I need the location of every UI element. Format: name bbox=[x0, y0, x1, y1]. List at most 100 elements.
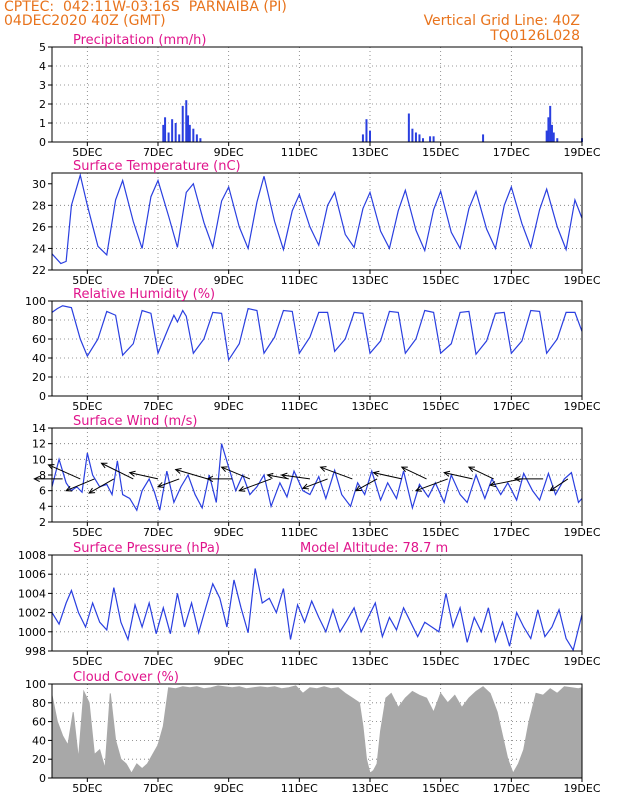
xtick-label: 11DEC bbox=[281, 782, 318, 795]
cloud-cover-area bbox=[51, 685, 583, 779]
ytick-label: 1002 bbox=[18, 607, 46, 620]
wind-arrow-head bbox=[100, 462, 108, 469]
wind-arrow-head bbox=[549, 485, 557, 492]
wind-arrow-head bbox=[88, 487, 96, 494]
wind-arrow bbox=[444, 472, 473, 480]
xtick-label: 5DEC bbox=[72, 146, 102, 159]
wind-arrow-head bbox=[443, 470, 451, 477]
ytick-label: 40 bbox=[32, 734, 46, 747]
ytick-label: 40 bbox=[32, 352, 46, 365]
precip-bar bbox=[411, 128, 414, 142]
wind-arrow-head bbox=[156, 482, 165, 488]
ytick-label: 0 bbox=[39, 390, 46, 403]
xtick-label: 7DEC bbox=[143, 146, 173, 159]
precip-bar bbox=[171, 119, 174, 142]
xtick-label: 19DEC bbox=[563, 274, 600, 287]
xtick-label: 9DEC bbox=[214, 782, 244, 795]
panel-title: Cloud Cover (%) bbox=[73, 670, 179, 685]
xtick-label: 7DEC bbox=[143, 400, 173, 413]
precip-bar bbox=[547, 117, 550, 142]
xtick-label: 17DEC bbox=[493, 146, 530, 159]
xtick-label: 19DEC bbox=[563, 655, 600, 668]
precip-bar bbox=[188, 124, 191, 142]
xtick-label: 11DEC bbox=[281, 146, 318, 159]
series-line bbox=[51, 305, 583, 362]
wind-arrow bbox=[549, 478, 569, 492]
wind-arrow bbox=[101, 462, 134, 480]
xtick-label: 9DEC bbox=[214, 400, 244, 413]
precip-bar bbox=[185, 100, 188, 142]
series-line bbox=[51, 568, 583, 652]
series-line bbox=[51, 172, 583, 265]
xtick-label: 13DEC bbox=[351, 400, 388, 413]
xtick-label: 7DEC bbox=[143, 274, 173, 287]
precip-bar bbox=[164, 117, 167, 142]
ytick-label: 4 bbox=[39, 60, 46, 73]
ytick-label: 60 bbox=[32, 333, 46, 346]
panel-title: Surface Temperature (nC) bbox=[73, 159, 241, 174]
precip-bar bbox=[549, 105, 552, 142]
precip-bar bbox=[482, 134, 485, 142]
xtick-label: 5DEC bbox=[72, 782, 102, 795]
wind-arrow-head bbox=[280, 472, 288, 479]
precip-bar bbox=[365, 119, 368, 142]
xtick-label: 5DEC bbox=[72, 655, 102, 668]
wind-arrow-head bbox=[220, 466, 228, 472]
precip-bar bbox=[192, 128, 195, 142]
wind-arrow bbox=[175, 469, 208, 480]
panel-frame bbox=[51, 683, 583, 779]
wind-arrow bbox=[281, 474, 311, 480]
wind-arrow bbox=[65, 478, 95, 492]
wind-arrow-head bbox=[174, 468, 182, 474]
wind-arrow-head bbox=[128, 470, 136, 477]
panel-frame bbox=[51, 554, 583, 652]
ytick-label: 1 bbox=[39, 117, 46, 130]
xtick-label: 15DEC bbox=[422, 274, 459, 287]
xtick-label: 13DEC bbox=[351, 782, 388, 795]
ytick-label: 998 bbox=[25, 645, 46, 658]
wind-arrow-head bbox=[414, 485, 422, 492]
xtick-label: 13DEC bbox=[351, 146, 388, 159]
precip-bar bbox=[187, 115, 190, 142]
xtick-label: 19DEC bbox=[563, 526, 600, 539]
wind-arrow bbox=[468, 466, 494, 480]
ytick-label: 24 bbox=[32, 242, 46, 255]
xtick-label: 13DEC bbox=[351, 274, 388, 287]
xtick-label: 15DEC bbox=[422, 400, 459, 413]
xtick-label: 7DEC bbox=[143, 655, 173, 668]
precip-bar bbox=[552, 132, 555, 142]
ytick-label: 10 bbox=[32, 453, 46, 466]
xtick-label: 15DEC bbox=[422, 782, 459, 795]
panel-title: Relative Humidity (%) bbox=[73, 287, 215, 302]
xtick-label: 17DEC bbox=[493, 655, 530, 668]
ytick-label: 80 bbox=[32, 314, 46, 327]
ytick-label: 26 bbox=[32, 221, 46, 234]
panel-frame bbox=[51, 172, 583, 271]
ytick-label: 0 bbox=[39, 772, 46, 785]
ytick-label: 6 bbox=[39, 485, 46, 498]
precip-bar bbox=[545, 130, 548, 142]
header-grid-note: Vertical Grid Line: 40Z bbox=[423, 13, 580, 29]
precip-bar bbox=[361, 134, 364, 142]
xtick-label: 19DEC bbox=[563, 146, 600, 159]
xtick-label: 9DEC bbox=[214, 146, 244, 159]
wind-arrow bbox=[415, 478, 448, 492]
xtick-label: 7DEC bbox=[143, 782, 173, 795]
precip-bar bbox=[162, 124, 165, 142]
ytick-label: 12 bbox=[32, 438, 46, 451]
wind-arrow bbox=[355, 478, 378, 492]
xtick-label: 5DEC bbox=[72, 526, 102, 539]
wind-arrow-head bbox=[238, 485, 246, 492]
wind-arrow-head bbox=[206, 475, 214, 482]
precip-bar bbox=[174, 123, 177, 142]
wind-arrow-head bbox=[513, 475, 521, 482]
wind-arrow bbox=[48, 464, 81, 480]
xtick-label: 19DEC bbox=[563, 400, 600, 413]
panel-title: Surface Wind (m/s) bbox=[73, 414, 197, 429]
wind-arrow bbox=[320, 466, 353, 480]
xtick-label: 19DEC bbox=[563, 782, 600, 795]
panel-0: 0 1 2 3 4 5 5DEC 7DEC 9DEC 11DEC 13DEC 15DEC 17DEC 19… bbox=[39, 33, 601, 159]
ytick-label: 60 bbox=[32, 716, 46, 729]
xtick-label: 17DEC bbox=[493, 526, 530, 539]
